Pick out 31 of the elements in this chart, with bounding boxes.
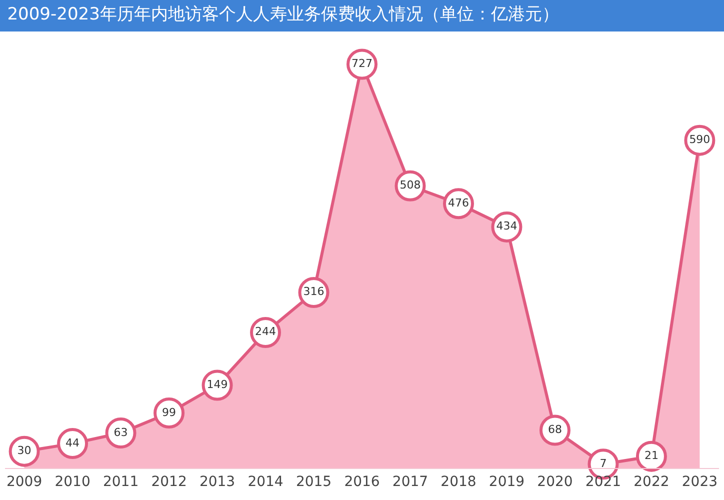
x-tick-label: 2015 [296, 474, 332, 490]
x-tick-label: 2017 [392, 474, 428, 490]
x-tick-label: 2014 [248, 474, 284, 490]
data-label: 590 [689, 133, 710, 146]
data-label: 316 [303, 285, 324, 298]
x-tick-label: 2011 [102, 474, 139, 490]
data-label: 63 [114, 426, 128, 439]
data-label: 99 [162, 406, 176, 419]
x-tick-label: 2022 [634, 474, 670, 490]
x-tick-label: 2016 [344, 474, 380, 490]
x-tick-label: 2018 [440, 474, 476, 490]
data-label: 7 [600, 456, 607, 470]
x-tick-label: 2021 [585, 474, 622, 490]
data-label: 30 [17, 444, 32, 458]
x-tick-label: 2013 [199, 474, 236, 490]
chart-title: 2009-2023年历年内地访客个人人寿业务保费收入情况（单位：亿港元） [7, 4, 559, 24]
data-label: 244 [255, 325, 276, 338]
data-label: 149 [206, 378, 228, 391]
x-tick-label: 2019 [488, 474, 525, 490]
x-tick-label: 2020 [537, 474, 573, 490]
x-tick-label: 2012 [151, 474, 187, 490]
data-label: 727 [352, 56, 372, 70]
data-label: 476 [448, 196, 469, 210]
data-label: 68 [548, 422, 562, 436]
x-tick-label: 2023 [682, 474, 718, 490]
data-label: 434 [496, 220, 518, 233]
data-label: 508 [400, 178, 421, 192]
data-label: 21 [644, 449, 658, 462]
x-tick-label: 2010 [54, 474, 90, 490]
x-tick-label: 2009 [6, 474, 42, 490]
data-label: 44 [66, 436, 80, 450]
